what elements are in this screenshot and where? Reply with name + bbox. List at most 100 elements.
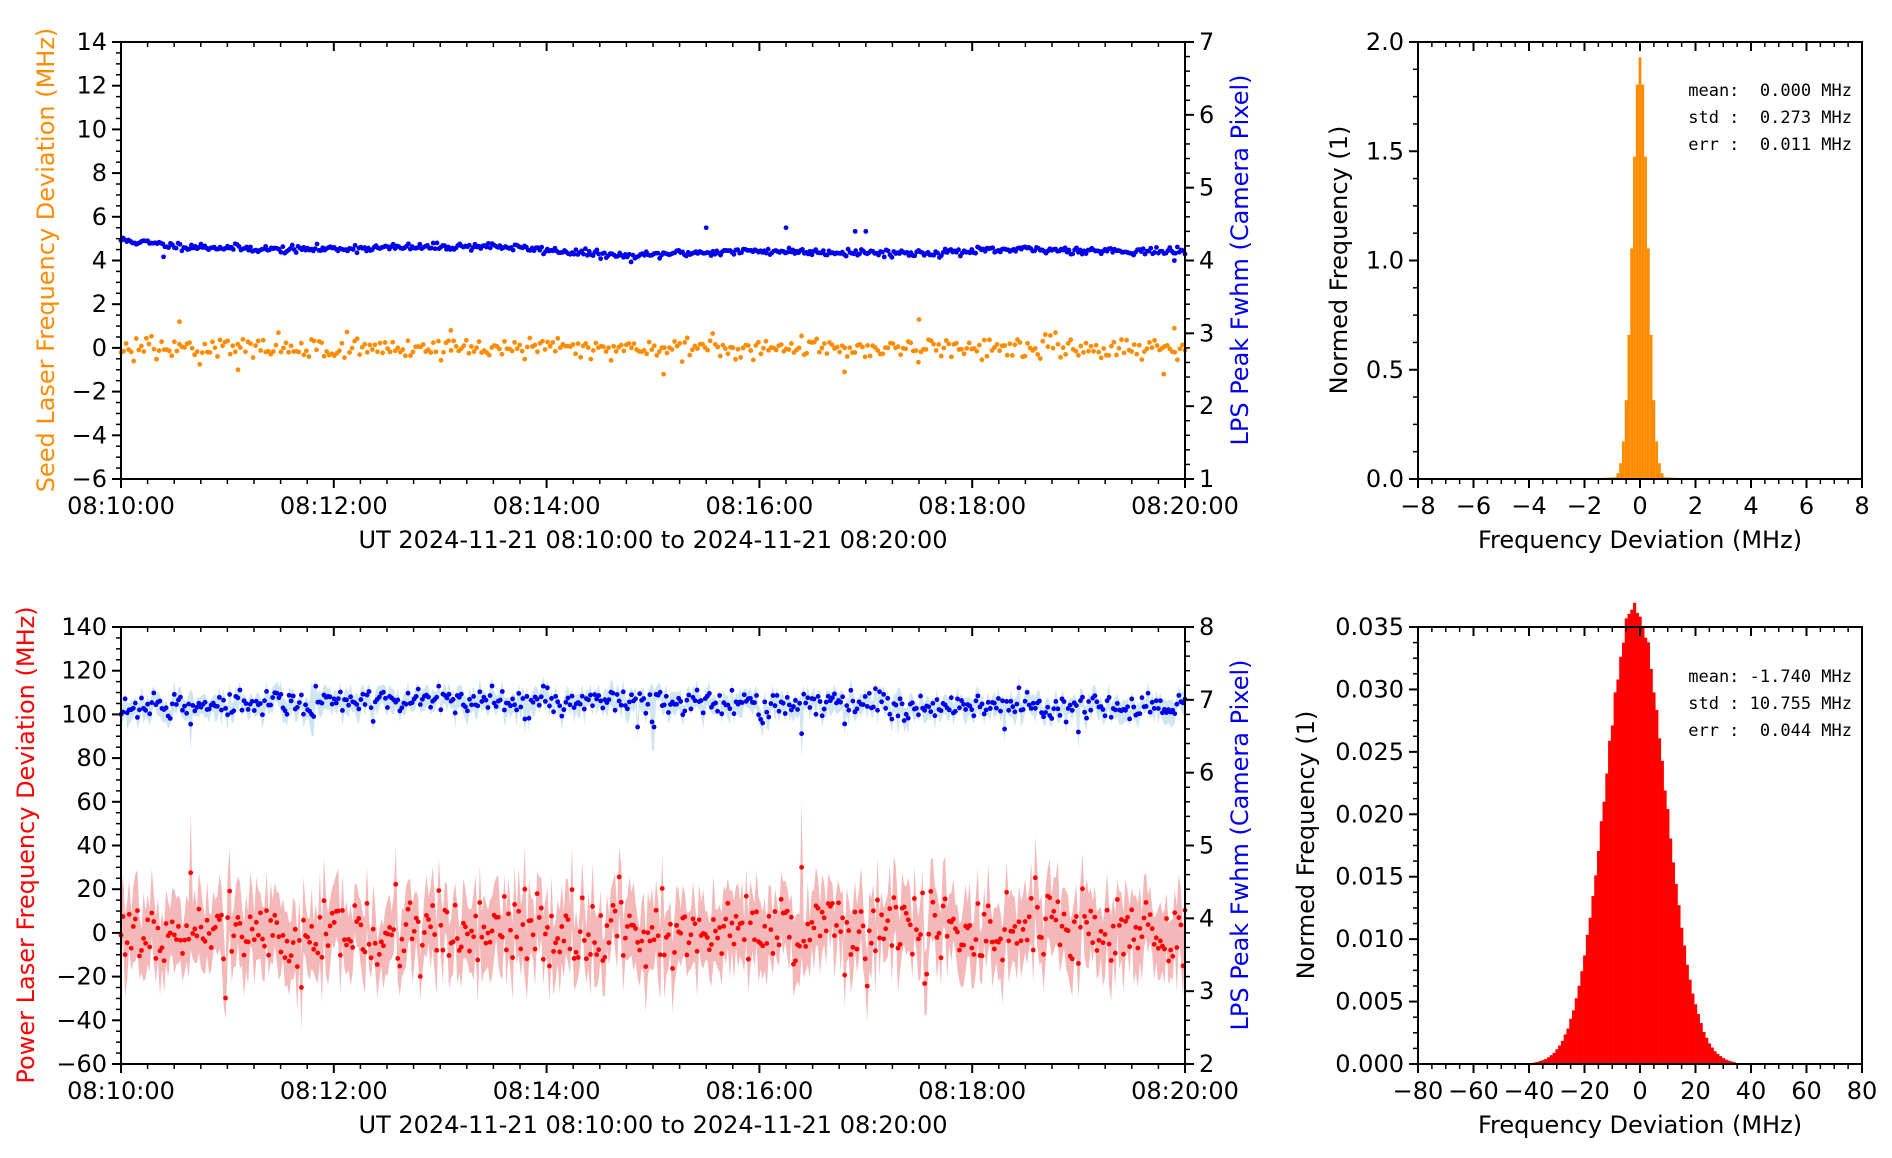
power-freq-point xyxy=(784,908,790,914)
power-freq-point xyxy=(743,893,749,899)
seed-lps-point xyxy=(293,250,299,255)
power-freq-point xyxy=(245,939,251,945)
power-lps-point xyxy=(251,708,257,713)
seed-freq-point xyxy=(189,345,195,351)
power-lps-point xyxy=(713,700,718,706)
power-freq-point xyxy=(1178,922,1184,928)
seed-lps-point xyxy=(1070,251,1076,257)
power-freq-point xyxy=(709,942,714,947)
seed-freq-outlier xyxy=(1161,371,1167,377)
seed-freq-point xyxy=(400,347,406,352)
power-lps-point xyxy=(688,706,694,712)
power-lps-point xyxy=(1088,707,1094,713)
power-freq-point xyxy=(409,936,415,942)
power-freq-point xyxy=(936,930,942,936)
seed-lps-point xyxy=(1074,245,1079,251)
seed-lps-point xyxy=(417,241,423,247)
seed-freq-point xyxy=(403,353,408,359)
power-freq-point xyxy=(639,938,645,944)
power-freq-point xyxy=(1108,958,1114,963)
power-freq-point xyxy=(661,952,667,958)
seed-lps-point xyxy=(1140,246,1146,252)
power-lps-point xyxy=(180,707,185,713)
seed-histogram-panel: −8 −6 −4 −2 0 2 4 6 8 0.0 0.5 1.0 1.5 2.0 Frequency D… xyxy=(1325,28,1870,554)
power-lps-point xyxy=(946,707,952,713)
power-freq-point xyxy=(645,930,651,936)
seed-stat-err: err : 0.011 MHz xyxy=(1688,135,1852,155)
seed-freq-point xyxy=(230,343,236,349)
power-lps-point xyxy=(512,702,518,708)
power-freq-point xyxy=(407,900,413,906)
power-lps-point xyxy=(1063,719,1069,725)
seed-freq-point xyxy=(550,340,556,345)
seed-hist-x-tick-label: −6 xyxy=(1456,492,1491,520)
power-lps-point xyxy=(747,695,753,701)
power-lps-point xyxy=(819,713,825,719)
power-lps-point xyxy=(196,700,202,706)
seed-freq-point xyxy=(1058,354,1063,360)
power-freq-point xyxy=(376,952,382,957)
power-freq-point xyxy=(428,924,433,930)
power-lps-point xyxy=(756,712,761,718)
seed-freq-point xyxy=(215,353,220,359)
power-hist-bar xyxy=(1671,862,1675,1064)
seed-freq-point xyxy=(545,339,551,345)
seed-freq-point xyxy=(1096,349,1102,355)
power-lps-point xyxy=(540,683,546,689)
power-freq-point xyxy=(128,945,134,951)
power-freq-point xyxy=(1006,938,1012,944)
seed-lps-point xyxy=(800,247,805,252)
power-lps-point xyxy=(551,709,556,715)
power-lps-point xyxy=(823,699,829,705)
seed-freq-point xyxy=(852,350,858,355)
power-hist-y-tick-label: 0.015 xyxy=(1335,863,1404,891)
seed-freq-point xyxy=(725,351,731,357)
seed-freq-point xyxy=(913,348,919,354)
seed-freq-point xyxy=(1106,352,1112,358)
power-lps-point xyxy=(264,688,269,694)
power-y2-tick-label: 7 xyxy=(1199,686,1214,714)
seed-freq-point xyxy=(707,338,713,344)
seed-time-series-panel: 08:10:00 08:12:00 08:14:00 08:16:00 08:18:00… xyxy=(32,28,1254,554)
power-lps-band xyxy=(121,675,1185,759)
power-hist-bar xyxy=(1596,851,1601,1064)
power-lps-point xyxy=(881,691,887,697)
power-freq-point xyxy=(592,940,597,945)
power-freq-point xyxy=(463,924,468,930)
power-lps-point xyxy=(932,713,938,719)
power-lps-point xyxy=(1022,698,1028,704)
power-freq-point xyxy=(506,911,511,917)
power-lps-point xyxy=(356,706,362,712)
seed-y-tick-label: 10 xyxy=(76,115,107,143)
seed-lps-outlier xyxy=(863,228,869,234)
power-freq-point xyxy=(358,922,364,928)
power-freq-point xyxy=(192,926,198,932)
power-hist-bar xyxy=(1574,998,1578,1064)
power-freq-point xyxy=(530,932,536,938)
power-freq-point xyxy=(850,944,856,950)
power-freq-point xyxy=(747,920,753,926)
power-freq-point xyxy=(364,901,370,906)
seed-lps-point xyxy=(765,246,771,252)
power-lps-point xyxy=(805,695,811,701)
power-lps-point xyxy=(899,701,905,707)
seed-y-tick-label: 0 xyxy=(92,334,107,362)
power-lps-point xyxy=(1147,709,1153,715)
seed-hist-y-tick-label: 0.0 xyxy=(1366,465,1404,493)
power-freq-point xyxy=(950,916,956,922)
power-hist-bar xyxy=(1702,1031,1706,1064)
seed-freq-point xyxy=(1139,357,1145,363)
seed-freq-point xyxy=(141,349,147,354)
seed-hist-bar xyxy=(1624,400,1628,479)
power-hist-bar xyxy=(1683,945,1687,1064)
power-freq-point xyxy=(1034,904,1040,910)
power-lps-point xyxy=(1006,707,1012,713)
seed-freq-point xyxy=(1124,337,1129,343)
power-freq-point xyxy=(385,931,390,937)
seed-freq-point xyxy=(1068,337,1074,343)
power-hist-bar xyxy=(1566,1028,1570,1064)
power-lps-point xyxy=(344,697,349,703)
power-freq-point xyxy=(653,907,659,913)
power-lps-point xyxy=(497,697,503,703)
